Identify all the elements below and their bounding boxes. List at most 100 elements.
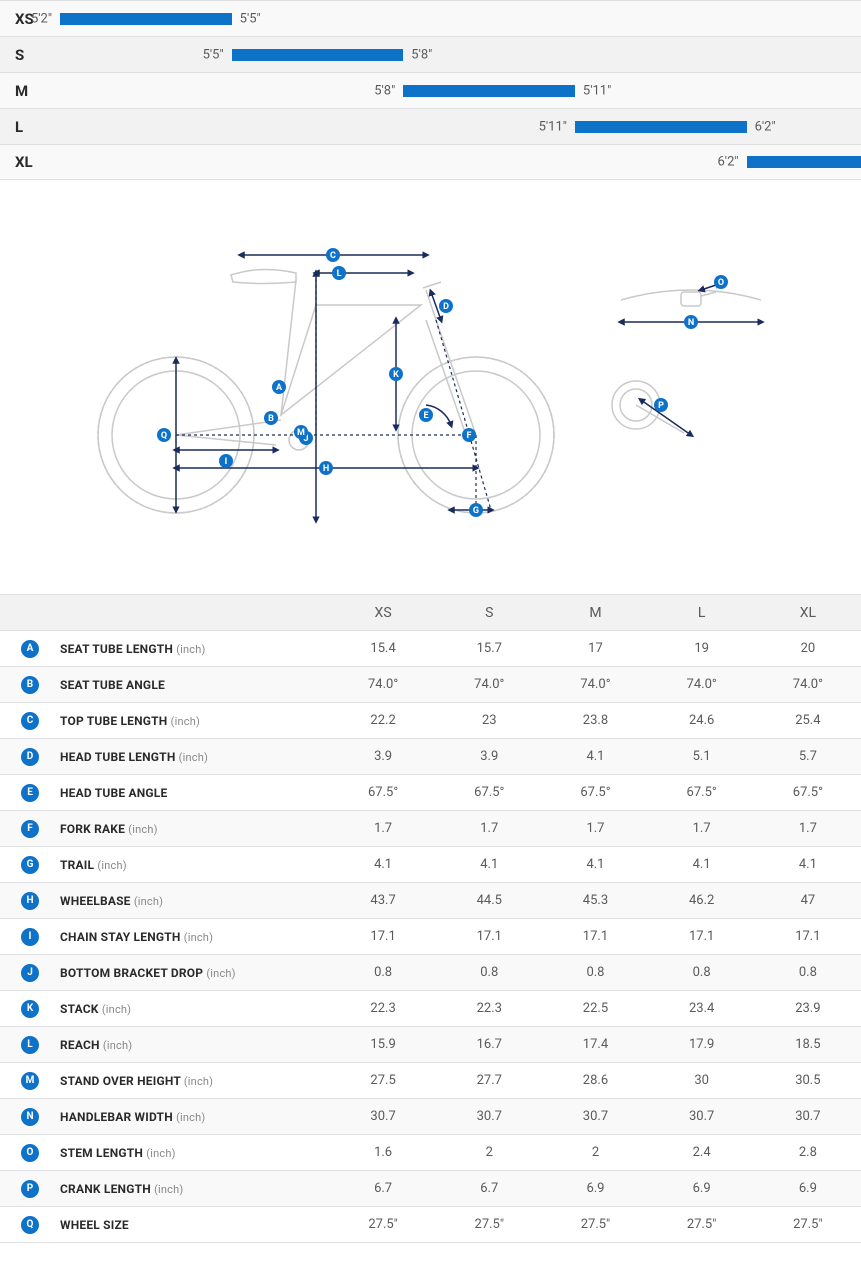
geometry-spec-table: XSSMLXL ASEAT TUBE LENGTH (inch)15.415.7…: [0, 594, 861, 1243]
spec-value: 3.9: [330, 739, 436, 775]
spec-row: LREACH (inch)15.916.717.417.918.5: [0, 1027, 861, 1063]
spec-value: 17.1: [436, 919, 542, 955]
svg-text:C: C: [330, 251, 336, 261]
spec-value: 0.8: [542, 955, 648, 991]
spec-value: 17.1: [649, 919, 755, 955]
spec-value: 15.7: [436, 631, 542, 667]
spec-label: HANDLEBAR WIDTH (inch): [60, 1099, 330, 1135]
spec-value: 17.9: [649, 1027, 755, 1063]
svg-text:O: O: [717, 278, 723, 288]
spec-label: REACH (inch): [60, 1027, 330, 1063]
size-min-label: 5'11": [539, 119, 575, 134]
spec-value: 74.0°: [330, 667, 436, 703]
spec-label: CHAIN STAY LENGTH (inch): [60, 919, 330, 955]
spec-value: 30: [649, 1063, 755, 1099]
spec-col-header: XS: [330, 595, 436, 631]
spec-value: 17: [542, 631, 648, 667]
spec-row: PCRANK LENGTH (inch)6.76.76.96.96.9: [0, 1171, 861, 1207]
spec-value: 1.7: [542, 811, 648, 847]
spec-value: 4.1: [542, 847, 648, 883]
spec-value: 1.7: [330, 811, 436, 847]
spec-label: HEAD TUBE LENGTH (inch): [60, 739, 330, 775]
spec-col-header: L: [649, 595, 755, 631]
letter-badge: E: [21, 784, 39, 802]
spec-value: 74.0°: [649, 667, 755, 703]
spec-value: 24.6: [649, 703, 755, 739]
spec-value: 0.8: [649, 955, 755, 991]
size-min-label: 6'2": [718, 155, 747, 170]
spec-row: ASEAT TUBE LENGTH (inch)15.415.7171920: [0, 631, 861, 667]
spec-value: 17.1: [330, 919, 436, 955]
spec-value: 22.2: [330, 703, 436, 739]
spec-value: 47: [755, 883, 861, 919]
size-bar-track: 5'8" 5'11": [60, 73, 861, 108]
spec-value: 2.8: [755, 1135, 861, 1171]
spec-value: 67.5°: [649, 775, 755, 811]
spec-value: 74.0°: [436, 667, 542, 703]
spec-value: 6.9: [542, 1171, 648, 1207]
svg-text:B: B: [268, 414, 274, 424]
letter-badge: O: [21, 1144, 39, 1162]
svg-text:G: G: [472, 506, 478, 516]
spec-row: GTRAIL (inch)4.14.14.14.14.1: [0, 847, 861, 883]
spec-value: 0.8: [755, 955, 861, 991]
letter-badge: K: [21, 1000, 39, 1018]
spec-row: QWHEEL SIZE27.5"27.5"27.5"27.5"27.5": [0, 1207, 861, 1243]
spec-row: DHEAD TUBE LENGTH (inch)3.93.94.15.15.7: [0, 739, 861, 775]
letter-badge: B: [21, 676, 39, 694]
letter-badge: L: [21, 1036, 39, 1054]
spec-value: 6.7: [330, 1171, 436, 1207]
spec-col-header: XL: [755, 595, 861, 631]
spec-label: STEM LENGTH (inch): [60, 1135, 330, 1171]
spec-value: 67.5°: [542, 775, 648, 811]
spec-value: 6.9: [755, 1171, 861, 1207]
spec-value: 67.5°: [436, 775, 542, 811]
spec-value: 3.9: [436, 739, 542, 775]
spec-value: 17.1: [542, 919, 648, 955]
spec-value: 74.0°: [755, 667, 861, 703]
spec-value: 2.4: [649, 1135, 755, 1171]
spec-value: 18.5: [755, 1027, 861, 1063]
size-bar: [575, 121, 747, 133]
svg-text:M: M: [297, 428, 305, 438]
spec-value: 22.3: [436, 991, 542, 1027]
spec-value: 25.4: [755, 703, 861, 739]
spec-row: KSTACK (inch)22.322.322.523.423.9: [0, 991, 861, 1027]
letter-badge: J: [21, 964, 39, 982]
size-max-label: 5'11": [575, 83, 611, 98]
spec-label: WHEEL SIZE: [60, 1207, 330, 1243]
letter-badge: A: [21, 640, 39, 658]
spec-value: 44.5: [436, 883, 542, 919]
svg-text:I: I: [224, 457, 227, 467]
spec-row: HWHEELBASE (inch)43.744.545.346.247: [0, 883, 861, 919]
spec-value: 4.1: [649, 847, 755, 883]
spec-value: 2: [436, 1135, 542, 1171]
spec-value: 30.7: [649, 1099, 755, 1135]
spec-value: 30.5: [755, 1063, 861, 1099]
size-row: S5'5"5'8": [0, 36, 861, 72]
letter-badge: G: [21, 856, 39, 874]
spec-value: 28.6: [542, 1063, 648, 1099]
letter-badge: C: [21, 712, 39, 730]
size-label: S: [0, 46, 60, 64]
svg-text:Q: Q: [160, 431, 166, 441]
spec-value: 1.6: [330, 1135, 436, 1171]
spec-row: BSEAT TUBE ANGLE74.0°74.0°74.0°74.0°74.0…: [0, 667, 861, 703]
spec-value: 74.0°: [542, 667, 648, 703]
letter-badge: Q: [21, 1216, 39, 1234]
spec-value: 27.5": [436, 1207, 542, 1243]
size-bar: [403, 85, 575, 97]
spec-value: 19: [649, 631, 755, 667]
size-label: M: [0, 82, 60, 100]
spec-value: 22.5: [542, 991, 648, 1027]
spec-value: 5.1: [649, 739, 755, 775]
spec-value: 27.5": [649, 1207, 755, 1243]
spec-value: 67.5°: [330, 775, 436, 811]
spec-row: EHEAD TUBE ANGLE67.5°67.5°67.5°67.5°67.5…: [0, 775, 861, 811]
spec-value: 4.1: [755, 847, 861, 883]
letter-badge: H: [21, 892, 39, 910]
size-min-label: 5'8": [374, 83, 403, 98]
spec-value: 67.5°: [755, 775, 861, 811]
spec-value: 4.1: [542, 739, 648, 775]
geometry-diagram: ABCDEFGHIJKLMNOPQ: [0, 180, 861, 594]
